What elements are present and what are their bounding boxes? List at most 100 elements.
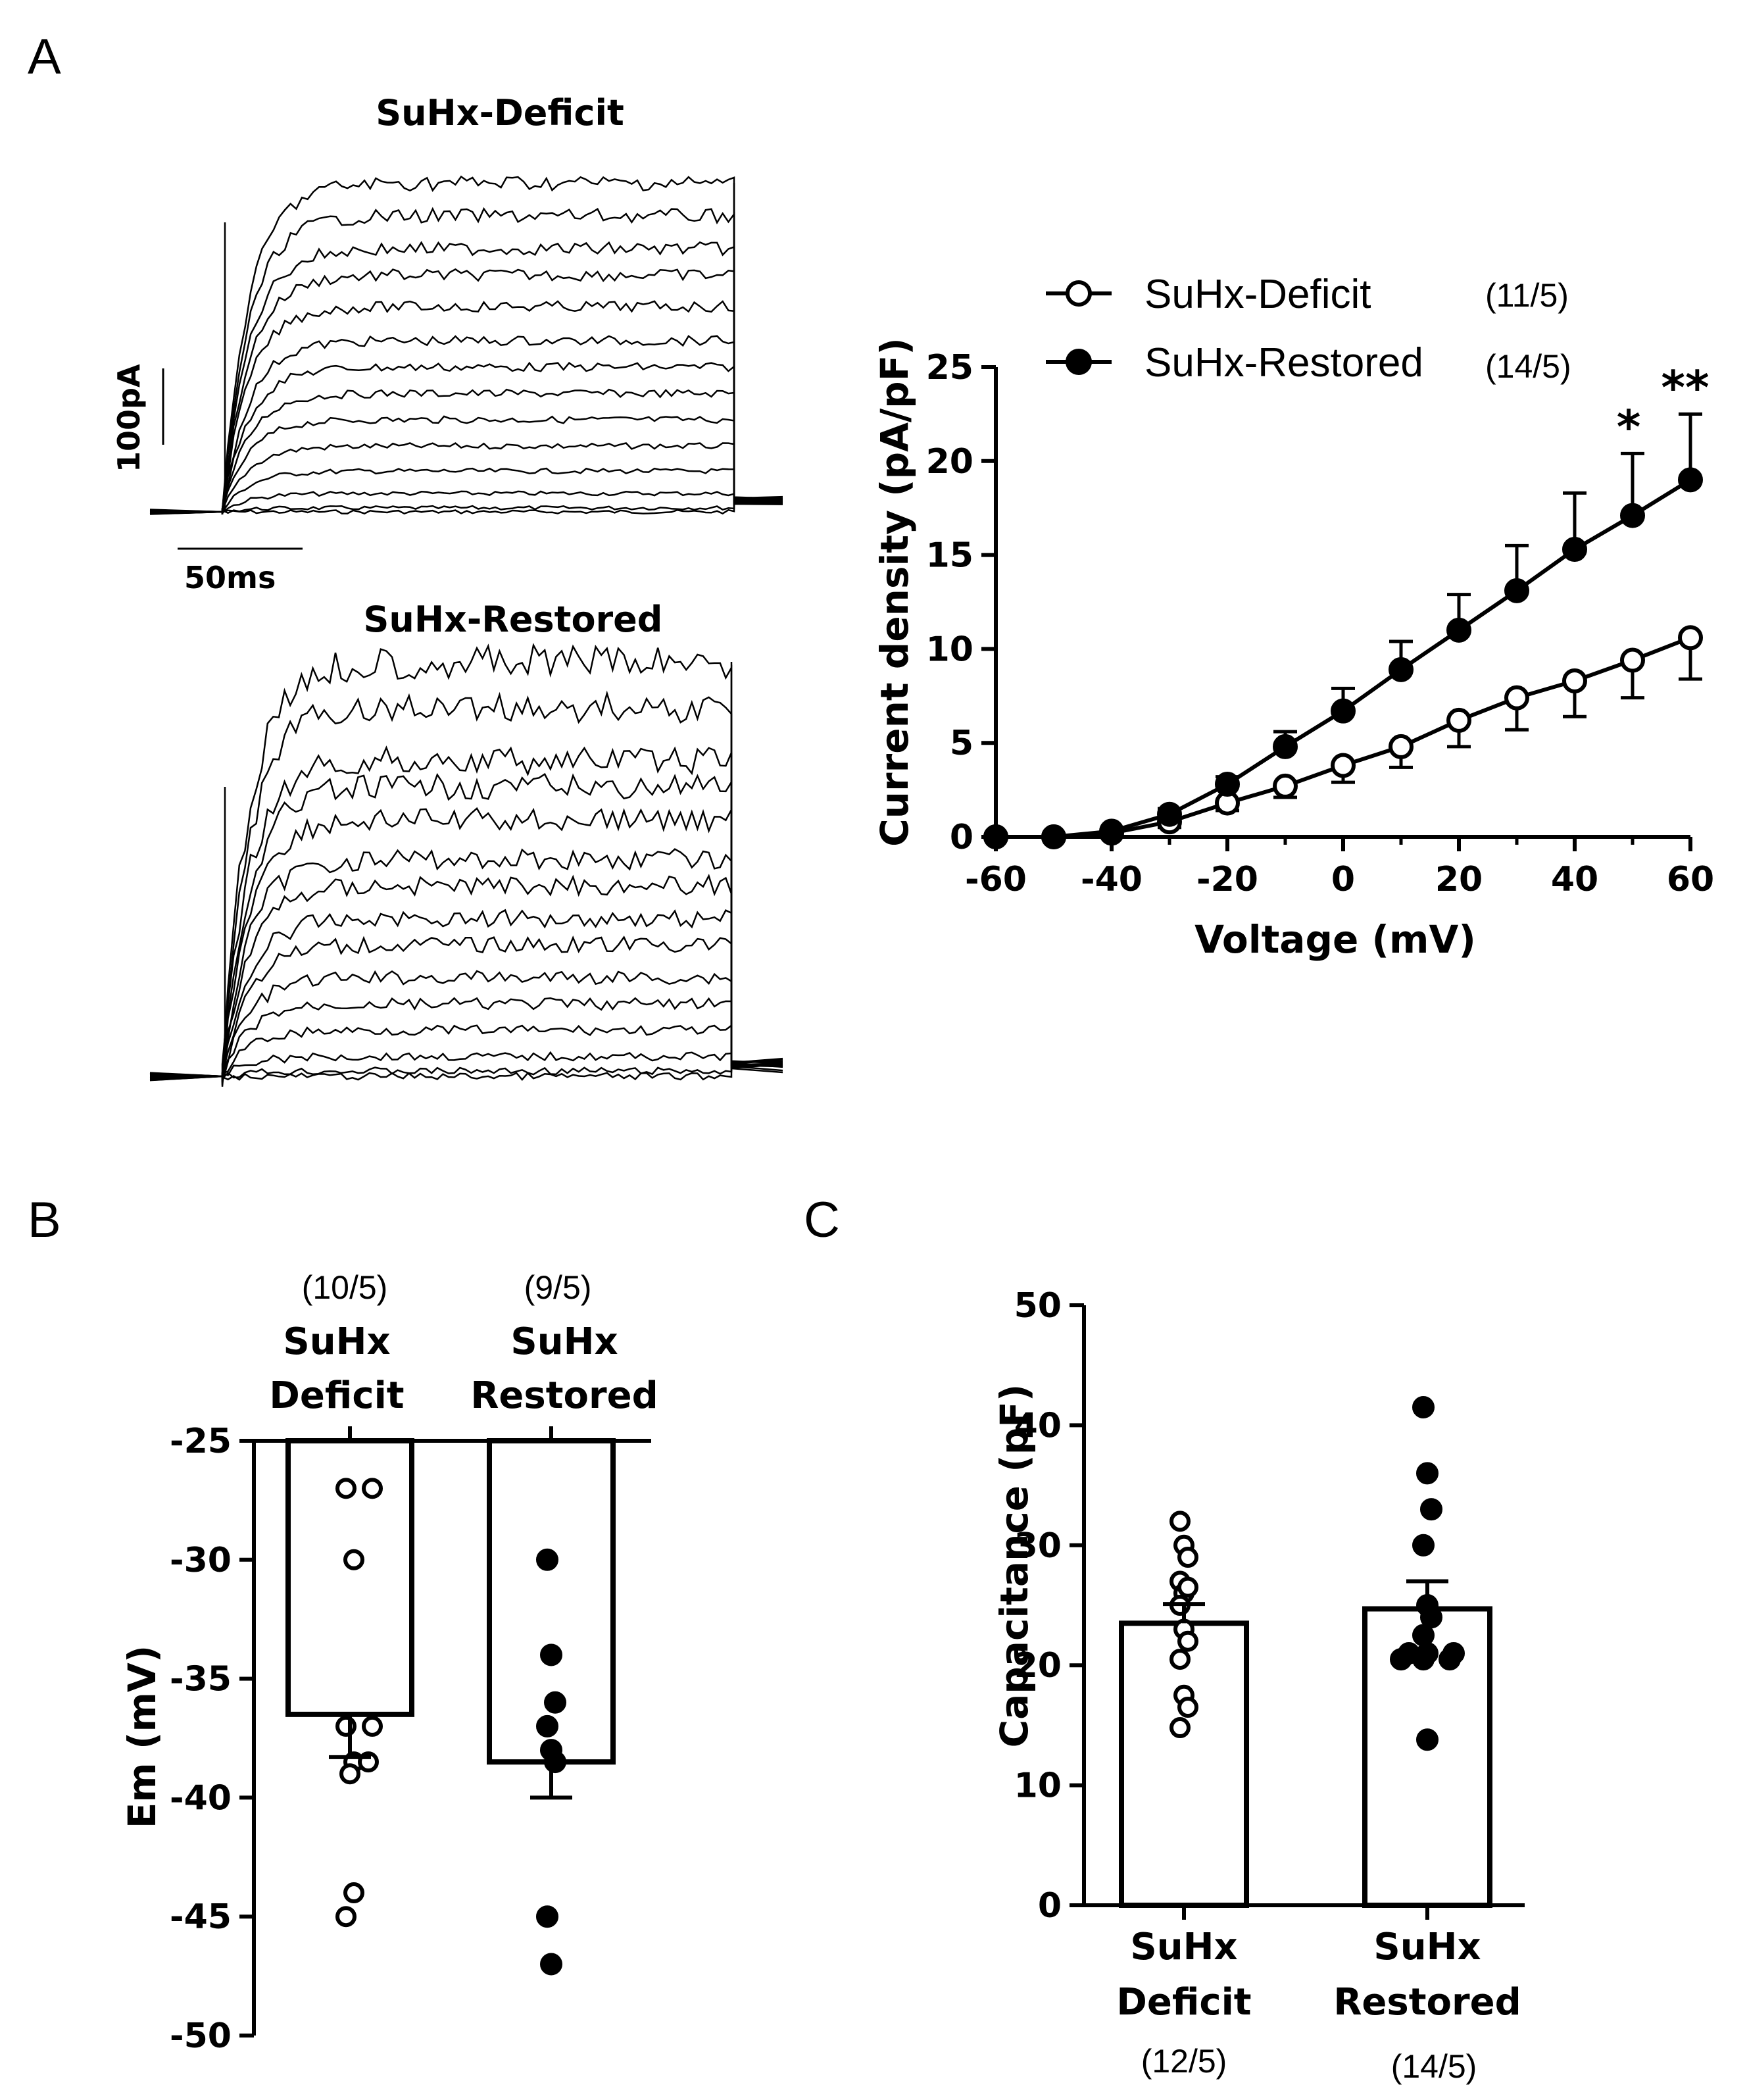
legend-marker-restored	[1066, 349, 1092, 375]
current-trace	[149, 175, 783, 513]
em-axes-y-tick-label: -50	[170, 2016, 232, 2056]
em-axes-y-tick-label: -30	[170, 1541, 232, 1580]
current-trace	[149, 1051, 783, 1078]
em-y-axis-label: Em (mV)	[120, 1645, 164, 1829]
em-axes-bar	[285, 1438, 414, 1717]
iv-y-axis-label: Current density (pA/pF)	[872, 338, 917, 847]
cap-axes-y-tick-label: 20	[1014, 1646, 1062, 1686]
iv-x-tick-label: -40	[1081, 860, 1143, 899]
cap-axes-y-tick-label: 10	[1014, 1766, 1062, 1806]
cap-y-axis-label: Capacitance (pF)	[992, 1384, 1037, 1748]
current-trace	[149, 1024, 783, 1080]
iv-line-deficit	[996, 636, 1692, 839]
cap-axes-y-tick-label: 30	[1014, 1526, 1062, 1566]
cap-bars	[1119, 1396, 1492, 1909]
iv-point-restored	[1157, 801, 1182, 827]
cap-axes-y-tick-label: 50	[1014, 1286, 1062, 1326]
current-trace	[149, 690, 783, 1085]
iv-y-tick-label: 10	[926, 630, 973, 669]
cap-axes-data-point	[1390, 1648, 1412, 1671]
cap-axes-data-point	[1412, 1396, 1435, 1419]
em-category-deficit-line1: SuHx	[283, 1320, 390, 1363]
iv-point-deficit	[1273, 773, 1298, 799]
current-trace	[149, 970, 783, 1083]
current-trace	[149, 1067, 783, 1082]
em-axes-data-point	[343, 1549, 364, 1570]
em-category-restored-line1: SuHx	[510, 1320, 618, 1363]
iv-point-restored	[1504, 578, 1529, 603]
iv-x-tick-label: 40	[1551, 860, 1598, 899]
iv-y-tick-label: 0	[950, 818, 973, 857]
current-trace	[149, 442, 783, 513]
cap-category-deficit-line1: SuHx	[1130, 1926, 1237, 1968]
legend-n-deficit: (11/5)	[1485, 277, 1569, 314]
current-trace	[149, 772, 783, 1078]
iv-point-restored	[1446, 617, 1471, 643]
em-axes-data-point	[540, 1643, 562, 1666]
iv-point-restored	[1099, 818, 1124, 844]
iv-point-restored	[1562, 537, 1587, 562]
iv-legend: SuHx-Deficit (11/5) SuHx-Restored (14/5)	[1046, 272, 1571, 386]
iv-point-restored	[1273, 734, 1298, 759]
iv-y-tick-label: 5	[950, 724, 973, 763]
iv-point-deficit	[1620, 647, 1645, 673]
cap-axes-data-point	[1177, 1697, 1198, 1718]
em-axes-data-point	[335, 1906, 357, 1928]
em-bars	[285, 1438, 616, 1976]
cap-axes-y-tick-label: 40	[1014, 1406, 1062, 1445]
em-axes-y-tick-label: -25	[170, 1422, 232, 1461]
current-trace	[149, 1063, 783, 1081]
current-trace	[149, 807, 783, 1087]
cap-axes-data-point	[1420, 1498, 1442, 1521]
em-axes-data-point	[536, 1548, 558, 1571]
em-axes-data-point	[540, 1953, 562, 1976]
em-axes-data-point	[544, 1691, 566, 1714]
em-axes-y-tick-label: -35	[170, 1660, 232, 1699]
iv-point-restored	[1215, 772, 1240, 797]
iv-x-tick-label: 60	[1667, 860, 1714, 899]
current-trace	[149, 467, 783, 515]
iv-point-restored	[1041, 824, 1066, 849]
trace-group-restored	[149, 643, 783, 1087]
current-trace	[149, 361, 783, 515]
em-axes: -25 -30 -35 -40 -45 -50	[170, 1422, 651, 2056]
cap-axes-data-point	[1416, 1728, 1439, 1751]
current-trace	[149, 388, 783, 515]
iv-x-tick-label: -60	[965, 860, 1027, 899]
current-trace	[149, 848, 783, 1082]
current-trace	[149, 997, 783, 1078]
current-trace	[149, 909, 783, 1082]
scale-label-current: 100pA	[111, 364, 147, 472]
iv-x-tick-label: 0	[1331, 860, 1355, 899]
em-category-deficit-line2: Deficit	[269, 1374, 404, 1417]
legend-label-restored: SuHx-Restored	[1144, 340, 1423, 386]
cap-axes-data-point	[1169, 1511, 1191, 1532]
iv-x-tick-label: -20	[1196, 860, 1258, 899]
legend-n-restored: (14/5)	[1485, 348, 1571, 385]
iv-point-restored	[1678, 467, 1703, 493]
em-n-restored: (9/5)	[524, 1269, 592, 1306]
em-axes-y-tick-label: -45	[170, 1897, 232, 1937]
trace-title-deficit: SuHx-Deficit	[376, 92, 624, 134]
cap-axes-y-tick-label: 0	[1038, 1886, 1062, 1926]
iv-point-deficit	[1504, 685, 1529, 711]
capacitance-chart: 0 10 20 30 40 50 SuHx Deficit SuHx Restored (…	[992, 1286, 1525, 2085]
cap-axes-data-point	[1416, 1462, 1439, 1485]
current-trace	[149, 643, 783, 1080]
cap-axes-data-point	[1420, 1606, 1442, 1629]
legend-marker-deficit	[1066, 280, 1092, 307]
cap-axes-data-point	[1169, 1717, 1191, 1739]
current-trace	[149, 300, 783, 515]
em-axes-data-point	[335, 1478, 357, 1499]
em-n-deficit: (10/5)	[302, 1269, 388, 1306]
iv-point-deficit	[1331, 753, 1356, 778]
em-axes-data-point	[536, 1714, 558, 1738]
panel-label-a: A	[28, 29, 61, 85]
scale-label-time: 50ms	[184, 560, 276, 595]
em-axes-bar	[487, 1438, 616, 1765]
cap-axes-data-point	[1439, 1648, 1461, 1671]
cap-axes-data-point	[1412, 1534, 1435, 1557]
panel-label-c: C	[804, 1192, 840, 1248]
iv-x-tick-label: 20	[1435, 860, 1483, 899]
em-category-restored-line2: Restored	[470, 1374, 658, 1417]
